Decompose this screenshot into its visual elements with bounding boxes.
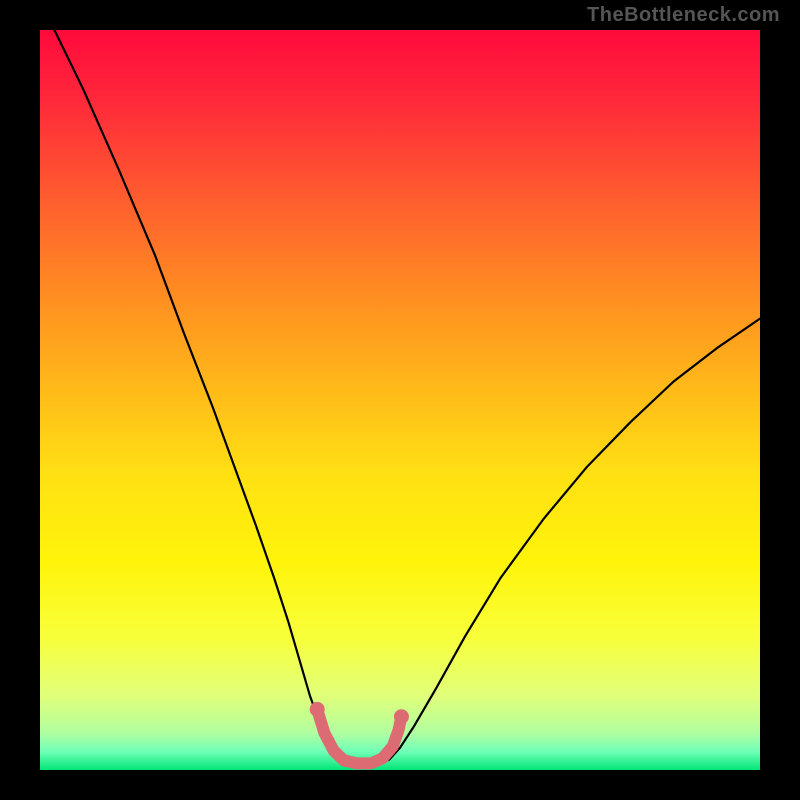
plot-area xyxy=(40,30,760,770)
chart-frame: TheBottleneck.com xyxy=(0,0,800,800)
bottom-marker-cap-right xyxy=(394,709,409,724)
watermark-text: TheBottleneck.com xyxy=(587,4,780,27)
curve-layer xyxy=(40,30,760,770)
bottom-marker-cap-left xyxy=(310,702,325,717)
bottleneck-curve xyxy=(54,30,760,765)
bottom-marker-path xyxy=(317,709,401,763)
